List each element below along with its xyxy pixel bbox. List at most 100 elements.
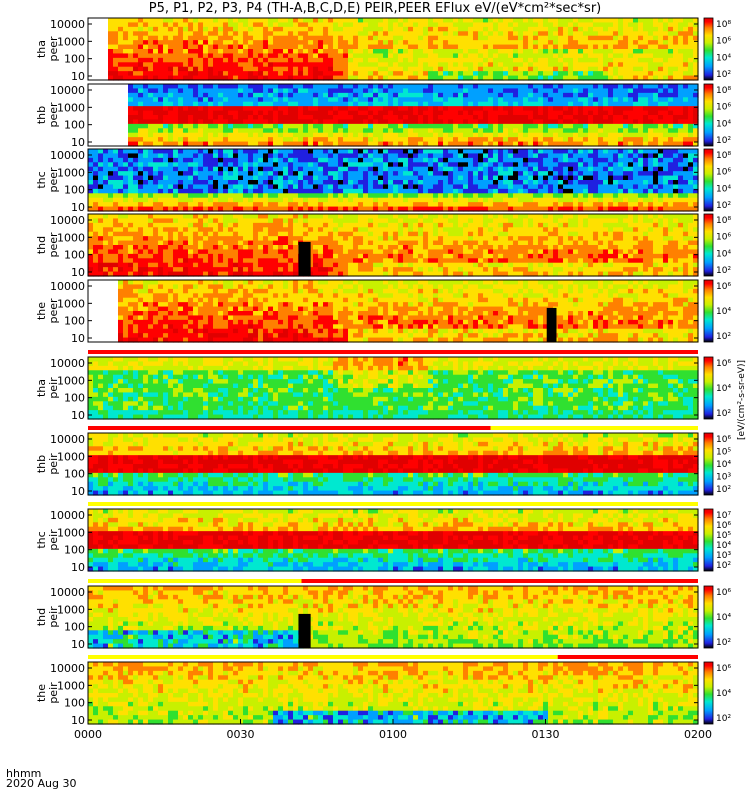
heatmap-cell [518, 53, 524, 59]
heatmap-cell [113, 206, 119, 212]
heatmap-cell [308, 44, 314, 50]
heatmap-cell [643, 57, 649, 63]
heatmap-cell [253, 35, 259, 41]
heatmap-cell [118, 157, 124, 163]
heatmap-cell [113, 75, 119, 81]
heatmap-cell [473, 26, 479, 32]
colorbar-tick-label: 10⁴ [716, 53, 731, 63]
heatmap-cell [503, 149, 509, 155]
heatmap-cell [308, 119, 314, 125]
heatmap-cell [468, 171, 474, 177]
heatmap-cell [283, 84, 289, 90]
heatmap-cell [653, 128, 659, 134]
heatmap-cell [563, 171, 569, 177]
heatmap-cell [293, 49, 299, 55]
heatmap-cell [623, 71, 629, 77]
heatmap-cell [333, 44, 339, 50]
heatmap-cell [638, 110, 644, 116]
heatmap-cell [618, 171, 624, 177]
heatmap-cell [113, 188, 119, 194]
heatmap-cell [563, 18, 569, 24]
heatmap-cell [313, 202, 319, 208]
heatmap-cell [243, 92, 249, 98]
heatmap-cell [223, 128, 229, 134]
heatmap-cell [438, 123, 444, 129]
heatmap-cell [163, 137, 169, 143]
heatmap-cell [418, 162, 424, 168]
heatmap-cell [638, 49, 644, 55]
heatmap-cell [453, 157, 459, 163]
heatmap-cell [623, 66, 629, 72]
heatmap-cell [508, 175, 514, 181]
heatmap-cell [378, 166, 384, 172]
heatmap-cell [633, 128, 639, 134]
heatmap-cell [213, 75, 219, 81]
heatmap-cell [608, 53, 614, 59]
heatmap-cell [648, 162, 654, 168]
heatmap-cell [518, 57, 524, 63]
heatmap-cell [513, 84, 519, 90]
heatmap-cell [278, 188, 284, 194]
heatmap-cell [288, 57, 294, 63]
heatmap-cell [543, 149, 549, 155]
heatmap-cell [308, 101, 314, 107]
heatmap-cell [173, 97, 179, 103]
heatmap-cell [128, 84, 134, 90]
heatmap-cell [278, 22, 284, 28]
heatmap-cell [508, 31, 514, 37]
heatmap-cell [263, 71, 269, 77]
heatmap-cell [453, 193, 459, 199]
heatmap-cell [148, 92, 154, 98]
heatmap-cell [518, 101, 524, 107]
heatmap-cell [218, 62, 224, 68]
heatmap-cell [608, 31, 614, 37]
heatmap-cell [343, 175, 349, 181]
heatmap-cell [188, 44, 194, 50]
heatmap-cell [668, 115, 674, 121]
heatmap-cell [298, 119, 304, 125]
heatmap-cell [613, 101, 619, 107]
heatmap-cell [163, 171, 169, 177]
heatmap-cell [623, 57, 629, 63]
heatmap-cell [278, 18, 284, 24]
heatmap-cell [453, 31, 459, 37]
heatmap-cell [508, 137, 514, 143]
heatmap-cell [603, 49, 609, 55]
heatmap-cell [523, 197, 529, 203]
heatmap-cell [248, 162, 254, 168]
heatmap-cell [338, 18, 344, 24]
heatmap-cell [153, 115, 159, 121]
heatmap-cell [243, 180, 249, 186]
heatmap-cell [448, 106, 454, 112]
heatmap-cell [443, 26, 449, 32]
heatmap-cell [618, 75, 624, 81]
heatmap-cell [648, 97, 654, 103]
heatmap-cell [663, 171, 669, 177]
heatmap-cell [623, 40, 629, 46]
heatmap-cell [473, 57, 479, 63]
heatmap-cell [323, 71, 329, 77]
heatmap-cell [513, 57, 519, 63]
heatmap-cell [423, 141, 429, 147]
heatmap-cell [343, 171, 349, 177]
heatmap-cell [518, 162, 524, 168]
heatmap-cell [283, 166, 289, 172]
heatmap-cell [683, 22, 689, 28]
heatmap-cell [373, 18, 379, 24]
heatmap-cell [393, 84, 399, 90]
heatmap-cell [508, 197, 514, 203]
heatmap-cell [373, 188, 379, 194]
heatmap-cell [483, 22, 489, 28]
heatmap-cell [248, 171, 254, 177]
heatmap-cell [503, 197, 509, 203]
heatmap-cell [398, 166, 404, 172]
heatmap-cell [268, 128, 274, 134]
heatmap-cell [458, 92, 464, 98]
heatmap-cell [683, 188, 689, 194]
heatmap-cell [123, 206, 129, 212]
heatmap-cell [638, 202, 644, 208]
heatmap-cell [473, 123, 479, 129]
colorbar-tick-label: 10² [716, 136, 731, 146]
heatmap-cell [198, 197, 204, 203]
